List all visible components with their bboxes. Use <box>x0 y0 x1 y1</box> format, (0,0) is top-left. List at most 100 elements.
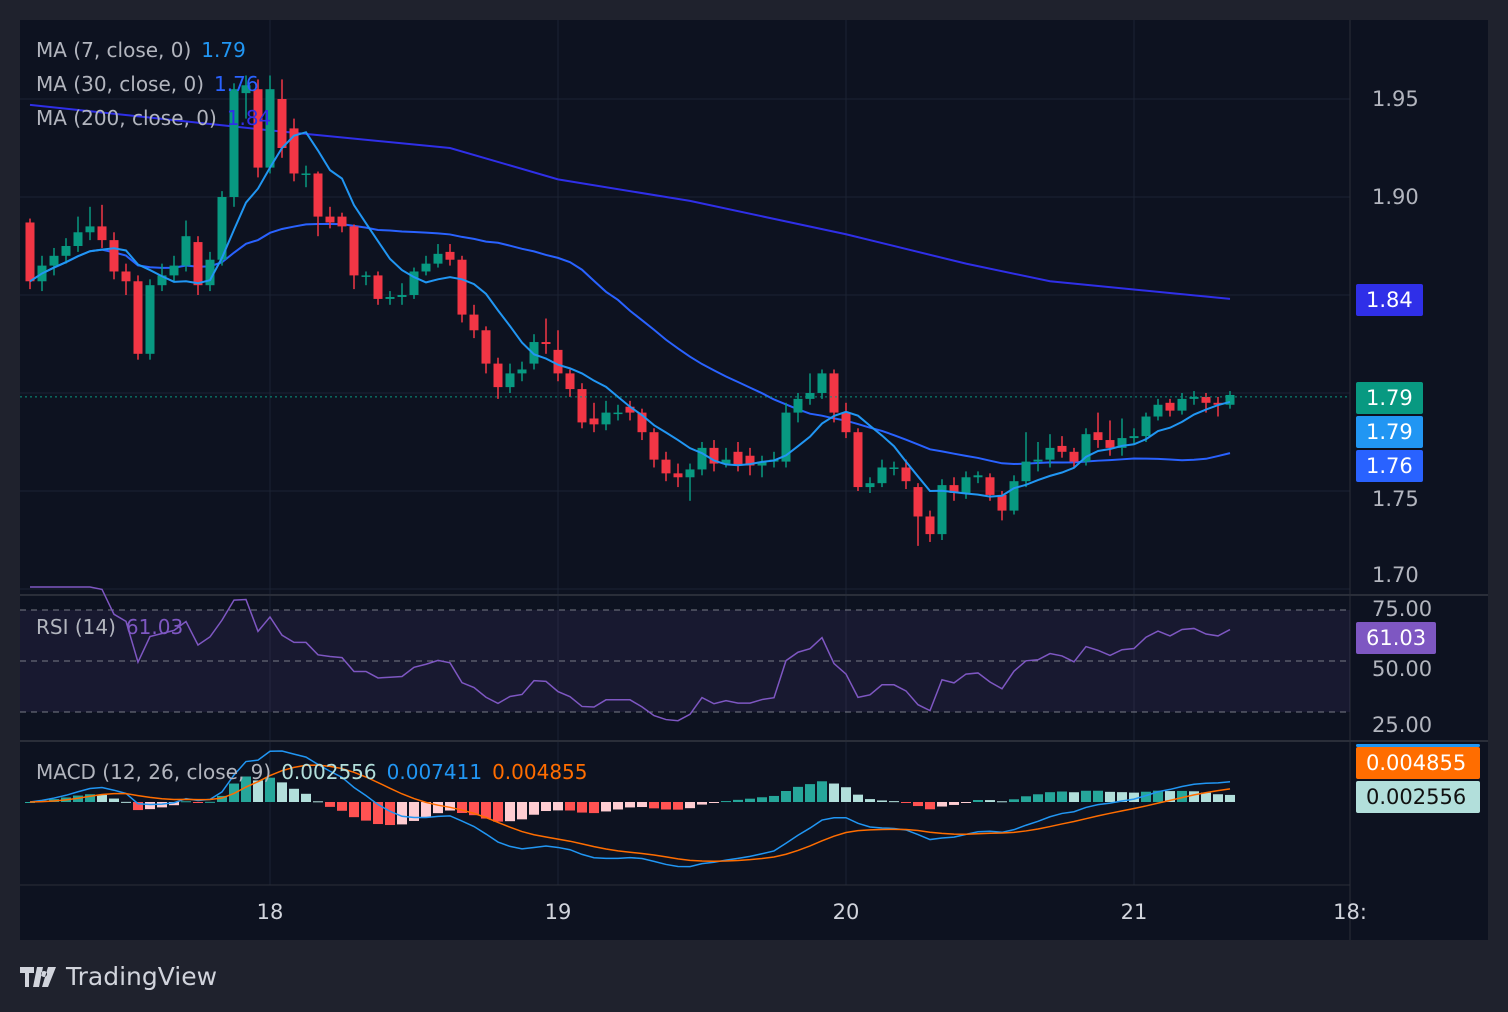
candle-down <box>853 432 863 488</box>
macd-histogram-bar <box>841 787 851 802</box>
candle-up <box>145 285 155 354</box>
macd-value: 0.007411 <box>386 760 483 784</box>
macd-histogram-bar <box>889 801 899 803</box>
candle-down <box>997 494 1007 511</box>
legend-rsi[interactable]: RSI (14) 61.03 <box>36 615 183 639</box>
macd-histogram-bar <box>865 799 875 802</box>
macd-histogram-bar <box>769 795 779 802</box>
candle-up <box>1033 459 1043 462</box>
candle-up <box>865 483 875 488</box>
candle-up <box>1189 396 1199 399</box>
time-tick: 18 <box>256 900 284 924</box>
macd-histogram-bar <box>361 802 371 821</box>
candle-up <box>817 373 827 393</box>
candle-up <box>85 226 95 233</box>
ma30-price-tag: 1.76 <box>1356 450 1423 482</box>
macd-histogram-bar <box>1141 791 1151 802</box>
ma7-line <box>29 131 1231 498</box>
legend-ma30[interactable]: MA (30, close, 0) 1.76 <box>36 72 259 96</box>
macd-histogram-bar <box>577 802 587 813</box>
candle-down <box>277 99 287 148</box>
candle-up <box>793 398 803 413</box>
chart-panel[interactable] <box>20 20 1488 940</box>
candle-up <box>397 295 407 297</box>
macd-histogram-bar <box>1093 790 1103 802</box>
macd-histogram-bar <box>613 802 623 810</box>
ma30-label: MA (30, close, 0) <box>36 72 205 96</box>
macd-histogram-bar <box>697 802 707 805</box>
macd-histogram-bar <box>409 802 419 821</box>
candle-up <box>157 275 167 286</box>
candle-down <box>349 226 359 276</box>
macd-histogram-bar <box>973 800 983 802</box>
candle-down <box>373 275 383 299</box>
macd-histogram-bar <box>1057 791 1067 802</box>
candle-down <box>649 432 659 460</box>
macd-histogram-bar <box>385 802 395 826</box>
rsi-tick: 50.00 <box>1372 657 1433 681</box>
legend-macd[interactable]: MACD (12, 26, close, 9) 0.002556 0.007411 0… <box>36 760 588 784</box>
candle-up <box>1117 438 1127 448</box>
macd-histogram-bar <box>685 802 695 809</box>
macd-histogram-bar <box>421 802 431 818</box>
candle-up <box>781 412 791 462</box>
candle-down <box>1069 451 1079 462</box>
candle-up <box>433 253 443 264</box>
candle-down <box>97 226 107 241</box>
candle-up <box>241 85 251 94</box>
tradingview-logo[interactable]: TradingView <box>20 962 217 991</box>
candle-down <box>469 314 479 331</box>
candle-down <box>829 373 839 413</box>
macd-histogram-bar <box>1105 791 1115 802</box>
macd-histogram-bar <box>517 802 527 820</box>
candle-down <box>325 216 335 223</box>
macd-histogram-bar <box>241 776 251 802</box>
candle-down <box>709 447 719 464</box>
macd-histogram-bar <box>529 802 539 815</box>
candle-down <box>289 128 299 174</box>
macd-histogram-bar <box>541 802 551 812</box>
macd-histogram-bar <box>397 802 407 825</box>
macd-histogram-bar <box>649 802 659 809</box>
candle-down <box>109 240 119 272</box>
macd-histogram-bar <box>1129 792 1139 802</box>
candle-up <box>217 197 227 260</box>
candle-down <box>745 455 755 466</box>
candle-up <box>1141 416 1151 437</box>
candle-up <box>1153 404 1163 417</box>
candle-down <box>841 412 851 433</box>
candle-down <box>133 281 143 354</box>
candle-up <box>1021 461 1031 482</box>
macd-signal-line <box>29 764 1231 863</box>
candle-down <box>565 373 575 390</box>
macd-histogram-bar <box>709 802 719 803</box>
macd-histogram-bar <box>181 801 191 803</box>
candle-up <box>301 173 311 175</box>
macd-histogram-bar <box>253 780 263 802</box>
ma7-value: 1.79 <box>201 38 246 62</box>
macd-hist-value: 0.002556 <box>281 760 377 784</box>
macd-histogram-bar <box>193 802 203 803</box>
legend-ma7[interactable]: MA (7, close, 0) 1.79 <box>36 38 246 62</box>
legend-ma200[interactable]: MA (200, close, 0) 1.84 <box>36 106 271 130</box>
candle-up <box>613 412 623 415</box>
candle-down <box>553 349 563 374</box>
macd-histogram-bar <box>337 802 347 811</box>
candle-down <box>913 487 923 517</box>
macd-histogram-bar <box>277 782 287 802</box>
macd-histogram-bar <box>313 801 323 803</box>
candle-up <box>517 369 527 374</box>
candle-up <box>721 459 731 464</box>
macd-histogram-bar <box>25 802 35 803</box>
candle-down <box>481 330 491 364</box>
macd-histogram-bar <box>853 794 863 802</box>
macd-histogram-bar <box>133 802 143 811</box>
candle-up <box>1045 447 1055 460</box>
candle-down <box>337 216 347 227</box>
macd-histogram-bar <box>481 802 491 819</box>
macd-histogram-bar <box>445 802 455 811</box>
macd-histogram-bar <box>949 802 959 805</box>
ma200-label: MA (200, close, 0) <box>36 106 217 130</box>
candle-down <box>253 89 263 168</box>
